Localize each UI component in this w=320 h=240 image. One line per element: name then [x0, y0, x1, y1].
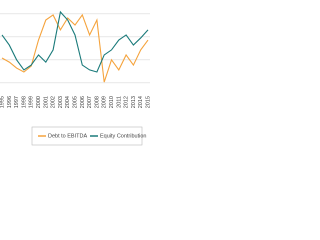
line-series	[1, 10, 149, 73]
x-tick-label: 2005	[72, 96, 78, 108]
x-tick-label: 1996	[7, 96, 13, 108]
x-tick-label: 2015	[145, 96, 150, 108]
x-tick-label: 2002	[51, 96, 57, 108]
x-tick-label: 2012	[124, 96, 130, 108]
x-tick-label: 2004	[65, 96, 71, 108]
x-tick-label: 1998	[21, 96, 27, 108]
x-tick-label: 2007	[87, 96, 93, 108]
x-tick-label: 2006	[80, 96, 86, 108]
legend-box	[31, 126, 143, 146]
chart: 1995 1996 1997 1998 1999 2000 2001 2002 2003 2004…	[0, 10, 150, 146]
x-tick-label: 2013	[131, 96, 137, 108]
line-series	[1, 13, 149, 83]
x-tick-label: 2000	[36, 96, 42, 108]
x-tick-label: 2011	[116, 96, 122, 108]
x-tick-label: 1999	[29, 96, 35, 108]
x-tick-label: 2001	[43, 96, 49, 108]
x-tick-label: 2010	[109, 96, 115, 108]
x-tick-label: 2003	[58, 96, 64, 108]
x-tick-label: 2014	[138, 96, 144, 108]
x-tick-label: 2009	[102, 96, 108, 108]
x-tick-label: 2008	[94, 96, 100, 108]
legend-label: Debt to EBITDA	[48, 133, 87, 139]
x-tick-label: 1997	[14, 96, 20, 108]
x-tick-label: 1995	[0, 96, 5, 108]
legend-label: Equity Contribution	[100, 133, 146, 139]
